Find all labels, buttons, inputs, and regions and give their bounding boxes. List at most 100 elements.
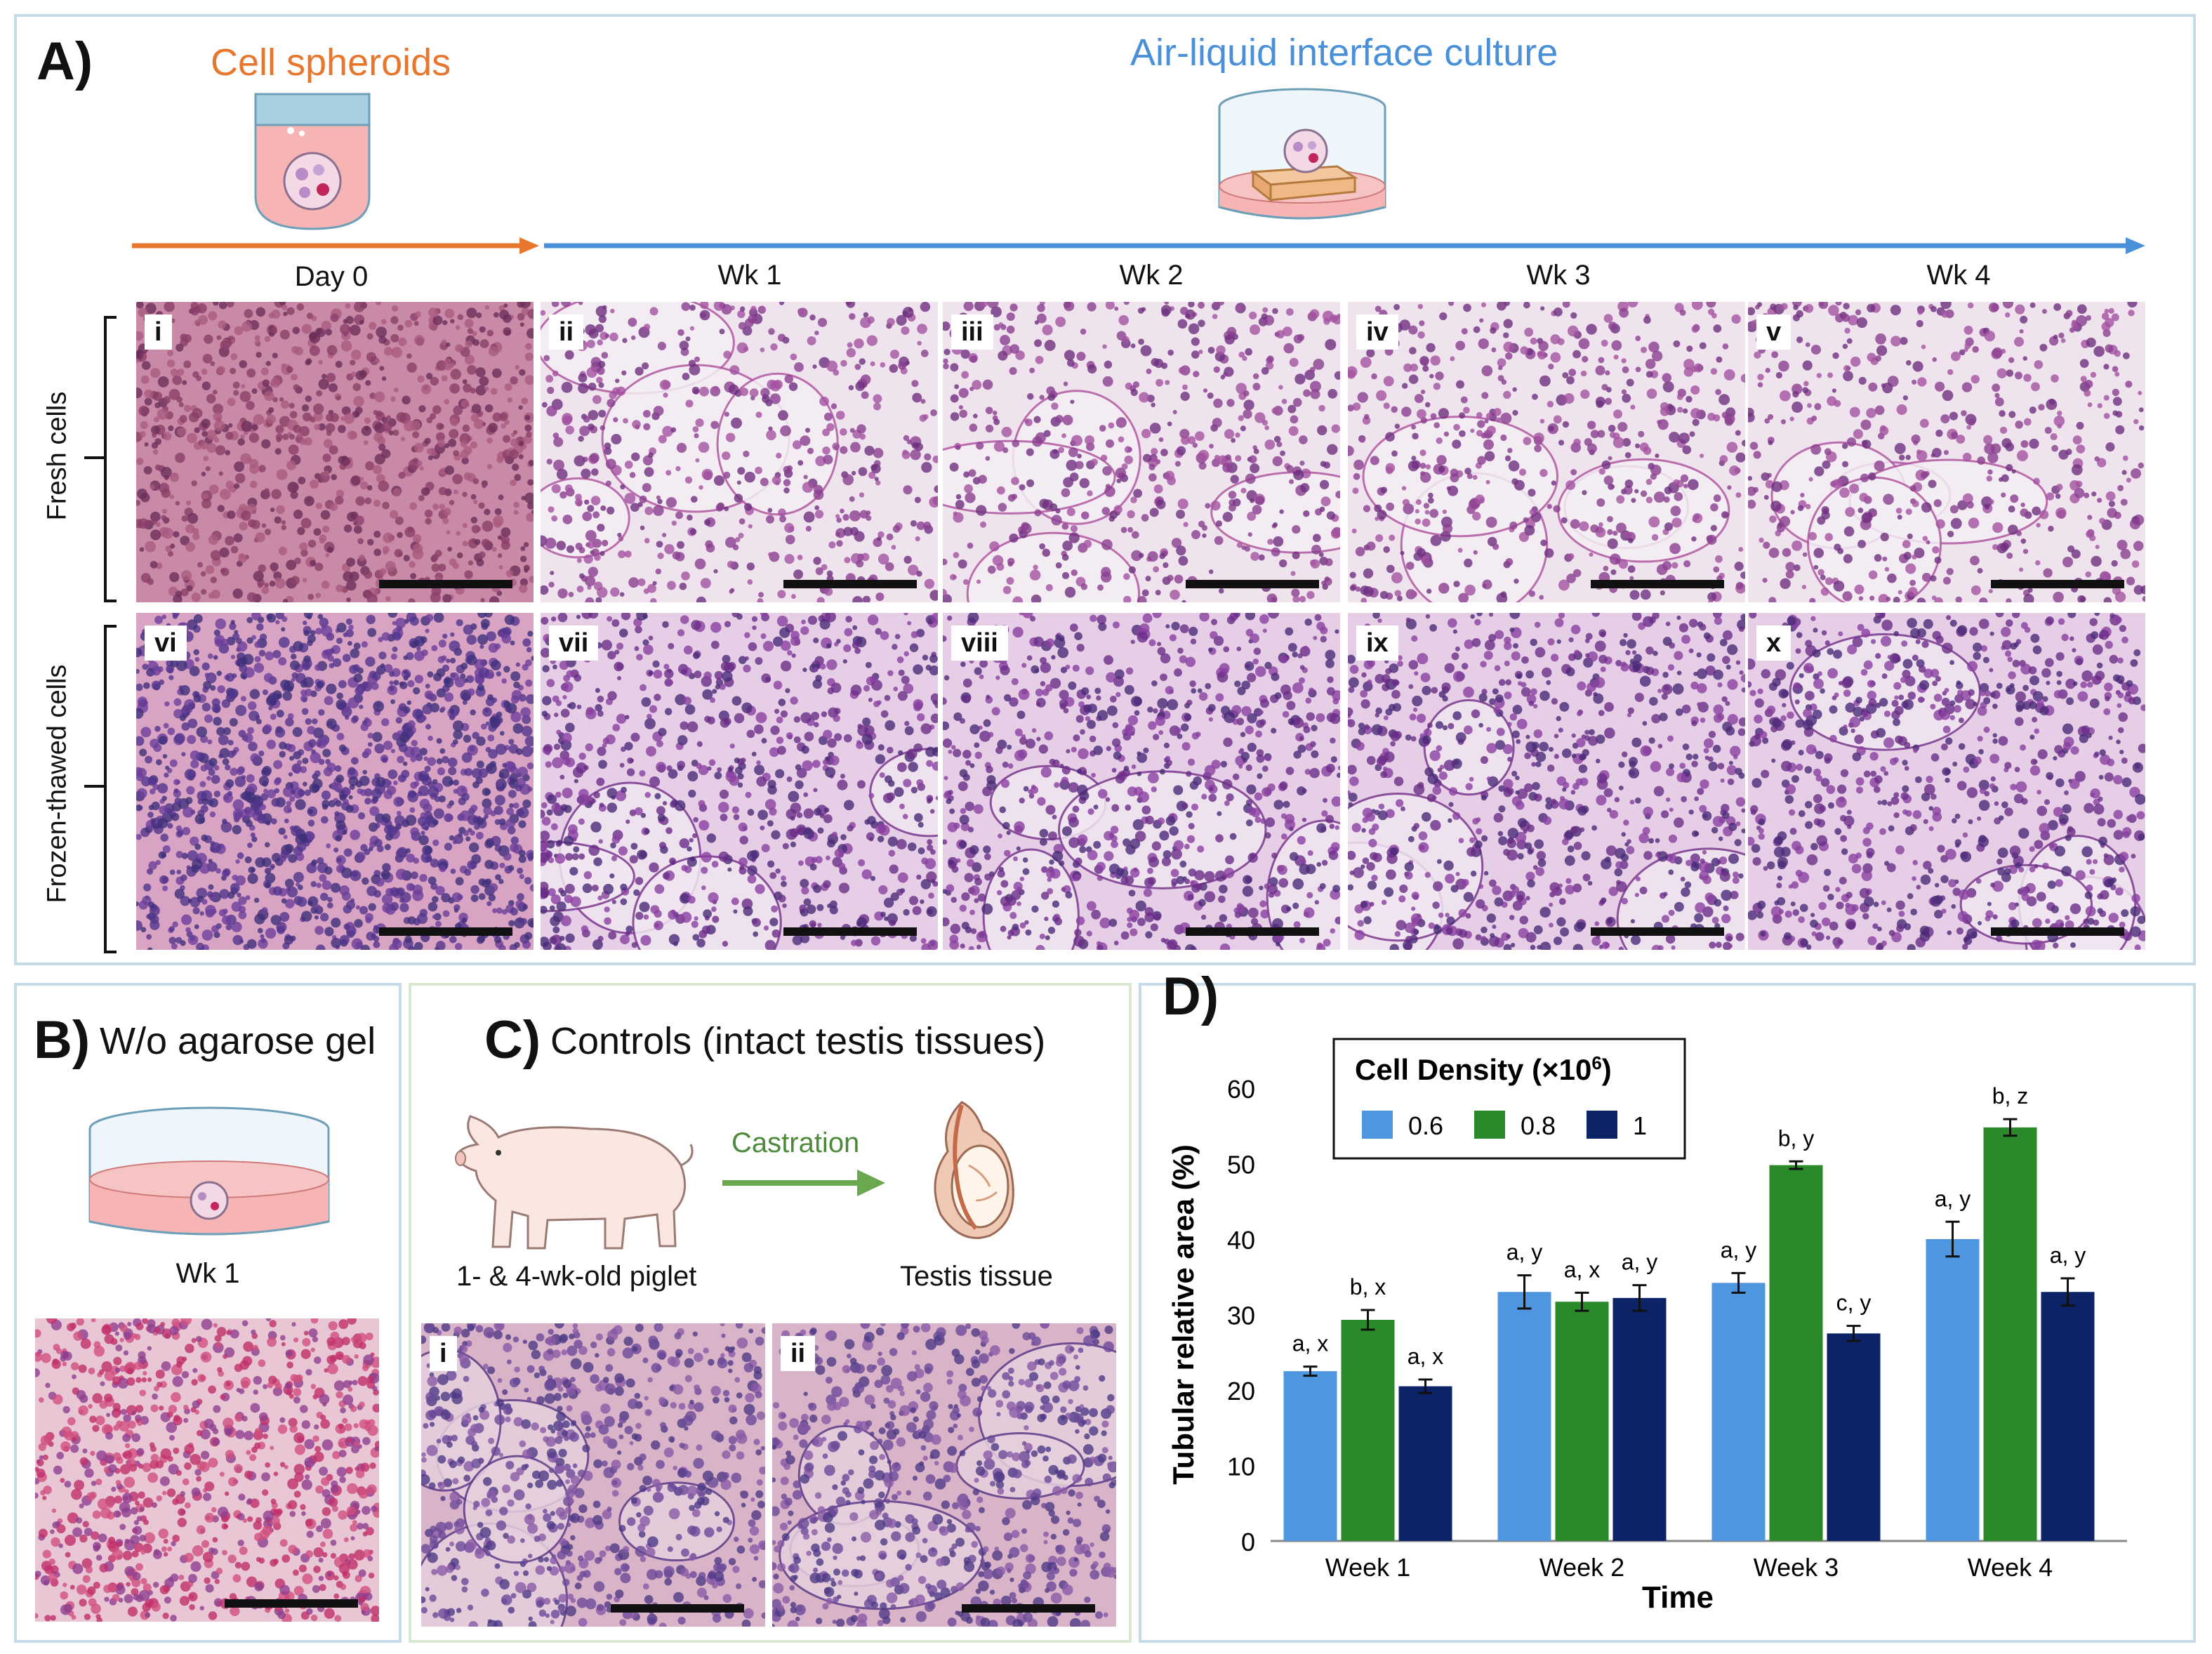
bar (1983, 1127, 2037, 1541)
scale-bar (1186, 580, 1319, 588)
image-label: x (1756, 626, 1792, 661)
histology-image (541, 302, 938, 602)
panel-b-timepoint: Wk 1 (175, 1258, 240, 1289)
data-label: c, y (1836, 1290, 1872, 1316)
legend-label: 1 (1633, 1111, 1647, 1140)
row-label-fresh: Fresh cells (42, 391, 72, 521)
histology-image (421, 1323, 765, 1627)
scale-bar (962, 1604, 1095, 1613)
data-label: a, x (1564, 1257, 1601, 1282)
data-label: b, x (1350, 1274, 1386, 1299)
y-tick-label: 0 (1241, 1528, 1255, 1556)
bar (1827, 1333, 1881, 1541)
image-label: ii (549, 315, 584, 350)
timepoint-wk1: Wk 1 (717, 260, 782, 291)
x-tick-label: Week 4 (1968, 1553, 2053, 1582)
data-label: b, y (1778, 1125, 1815, 1151)
data-label: a, x (1292, 1331, 1329, 1356)
fresh-bracket (104, 316, 117, 602)
bar (1711, 1283, 1766, 1541)
scale-bar (1591, 580, 1724, 588)
timepoint-wk3: Wk 3 (1526, 260, 1591, 291)
histology-image (136, 302, 534, 602)
x-tick-label: Week 1 (1325, 1553, 1410, 1582)
ali-dish-illustration (1218, 88, 1386, 220)
frozen-bracket-tick (84, 785, 105, 788)
bar (1283, 1371, 1337, 1541)
legend-swatch (1362, 1111, 1393, 1139)
scale-bar (783, 580, 917, 588)
scale-bar (379, 580, 512, 588)
x-tick-label: Week 2 (1539, 1553, 1624, 1582)
scale-bar (783, 927, 917, 936)
histology-image (1348, 302, 1745, 602)
image-label: iv (1356, 315, 1398, 350)
y-tick-label: 40 (1227, 1226, 1255, 1255)
bar (1497, 1292, 1551, 1541)
panel-d-letter: D) (1163, 967, 1219, 1026)
testis-icon (934, 1101, 1014, 1239)
image-label: v (1756, 315, 1792, 350)
panel-a-letter: A) (37, 32, 93, 91)
scale-bar (379, 927, 512, 936)
image-label: ii (781, 1336, 816, 1371)
histology-image (35, 1318, 379, 1622)
bar (1341, 1320, 1395, 1541)
bar (2041, 1292, 2095, 1541)
legend-title: Cell Density (×106) (1355, 1052, 1612, 1086)
panel-b-title: W/o agarose gel (100, 1020, 376, 1062)
data-label: a, x (1408, 1344, 1444, 1369)
bar (1398, 1386, 1452, 1541)
legend-label: 0.6 (1408, 1111, 1443, 1140)
histology-image (1348, 613, 1745, 950)
panel-c-letter: C) (484, 1010, 541, 1070)
castration-label: Castration (731, 1127, 860, 1158)
legend-swatch (1587, 1111, 1617, 1139)
bar (1612, 1297, 1667, 1541)
data-label: a, y (2050, 1243, 2086, 1268)
y-tick-label: 50 (1227, 1151, 1255, 1179)
histology-image (943, 302, 1340, 602)
timepoint-wk2: Wk 2 (1119, 260, 1184, 291)
image-label: vii (549, 626, 599, 661)
legend-swatch (1474, 1111, 1505, 1139)
stage-air-liquid: Air-liquid interface culture (1130, 32, 1558, 74)
histology-image (136, 613, 534, 950)
histology-image (943, 613, 1340, 950)
y-tick-label: 10 (1227, 1453, 1255, 1481)
x-tick-label: Week 3 (1754, 1553, 1839, 1582)
bar (1555, 1302, 1609, 1541)
histology-image (1748, 613, 2145, 950)
timeline-arrows (132, 237, 2145, 254)
image-label: viii (951, 626, 1008, 661)
scale-bar (1591, 927, 1724, 936)
data-label: a, y (1622, 1250, 1658, 1275)
data-label: a, y (1935, 1186, 1971, 1211)
castration-arrow (722, 1170, 885, 1196)
bar (1926, 1239, 1980, 1541)
scale-bar (1991, 927, 2124, 936)
image-label: i (145, 315, 172, 350)
scale-bar (225, 1599, 358, 1608)
image-label: ix (1356, 626, 1398, 661)
frozen-bracket (104, 625, 117, 953)
scale-bar (611, 1604, 744, 1613)
data-label: b, z (1992, 1083, 2029, 1109)
image-label: iii (951, 315, 993, 350)
panel-b-letter: B) (34, 1010, 91, 1070)
timepoint-day0: Day 0 (294, 261, 369, 292)
tubular-area-chart: 0 10 20 30 40 50 60 Tubular relative area (%) Ti… (1167, 1038, 2127, 1615)
x-axis-title: Time (1642, 1580, 1714, 1615)
histology-image (541, 613, 938, 950)
histology-image (1748, 302, 2145, 602)
data-label: a, y (1721, 1237, 1757, 1262)
piglet-caption: 1- & 4-wk-old piglet (456, 1261, 697, 1292)
y-axis-title: Tubular relative area (%) (1167, 1144, 1200, 1485)
stage-cell-spheroids: Cell spheroids (211, 41, 451, 84)
scale-bar (1991, 580, 2124, 588)
piglet-icon (455, 1115, 694, 1250)
row-label-frozen: Frozen-thawed cells (42, 664, 72, 904)
fresh-bracket-tick (84, 456, 105, 459)
panel-c-title: Controls (intact testis tissues) (550, 1020, 1046, 1062)
spheroid-tube-illustration (254, 93, 371, 230)
